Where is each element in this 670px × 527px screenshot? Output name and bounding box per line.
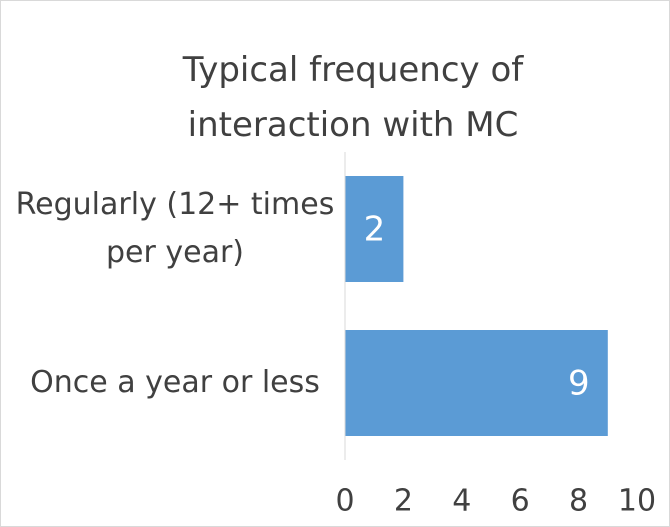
category-text: Once a year or less (30, 365, 320, 400)
x-tick-label: 10 (618, 484, 656, 519)
y-tick-label: Regularly (12+ times per year) (15, 176, 335, 282)
x-tick-label: 8 (569, 484, 588, 519)
x-tick-label: 6 (511, 484, 530, 519)
data-label: 2 (364, 210, 386, 250)
x-tick-label: 0 (335, 484, 354, 519)
x-tick-label: 4 (452, 484, 471, 519)
y-tick-label: Once a year or less (15, 330, 335, 436)
category-text: Regularly (12+ times per year) (15, 187, 335, 270)
x-tick-label: 2 (394, 484, 413, 519)
bar (345, 330, 608, 436)
chart-title: Typical frequency of interaction with MC (182, 50, 524, 145)
data-label: 9 (568, 364, 590, 404)
bar (345, 176, 404, 282)
